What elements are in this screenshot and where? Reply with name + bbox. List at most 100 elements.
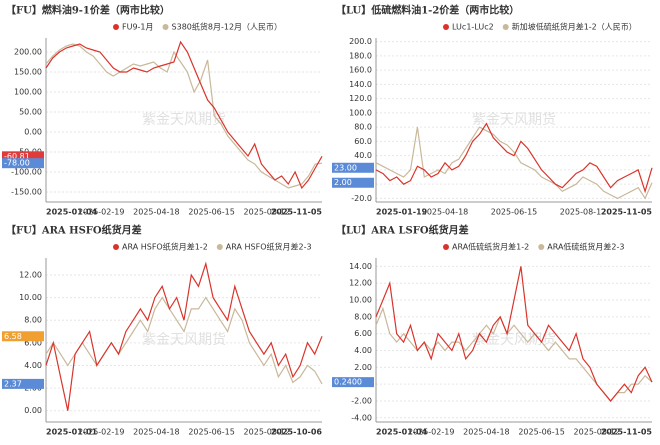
y-tick-label: -4.00 xyxy=(351,413,372,422)
watermark: 紫金天风期货 xyxy=(472,111,556,128)
y-tick-label: 12.00 xyxy=(19,270,42,279)
x-tick-label: 2025-06-15 xyxy=(491,208,538,217)
y-tick-label: 60.0 xyxy=(354,137,372,146)
axis-value-box xyxy=(2,151,44,162)
legend-marker xyxy=(162,24,169,30)
x-tick-label: 2025-06-15 xyxy=(188,428,235,437)
y-tick-label: -150.00 xyxy=(11,188,42,197)
axis-value-label: 2.37 xyxy=(4,379,22,388)
axis-value-label: -60.81 xyxy=(4,152,30,161)
legend-label: ARA HSFO纸货月差2-3 xyxy=(226,242,312,252)
x-tick-label: 2025-04-18 xyxy=(463,428,510,437)
x-tick-label: 2025-01-01 xyxy=(46,428,98,437)
legend-marker xyxy=(113,244,119,250)
y-tick-label: 50.00 xyxy=(19,108,42,117)
legend-label: S380纸货8月-12月（人民币） xyxy=(172,22,283,32)
y-tick-label: 8.00 xyxy=(354,312,372,321)
axis-value-label: 23.00 xyxy=(334,163,357,172)
x-tick-label: 2025-11-05 xyxy=(271,208,323,217)
x-tick-label: 2025-11-05 xyxy=(601,428,653,437)
y-tick-label: 100.00 xyxy=(14,88,42,97)
axis-value-box xyxy=(332,162,374,173)
axis-value-label: -78.00 xyxy=(4,159,30,168)
axis-value-label: 0.2400 xyxy=(334,378,362,387)
series-line xyxy=(45,40,323,190)
y-tick-label: 4.00 xyxy=(24,361,42,370)
legend-label: ARA低硫纸货月差1-2 xyxy=(452,242,529,252)
y-tick-label: 8.00 xyxy=(24,316,42,325)
y-tick-label: 200.00 xyxy=(14,48,42,57)
x-tick-label: 2025-01-04 xyxy=(376,428,428,437)
x-tick-label: 2025-08-12 xyxy=(244,428,291,437)
y-tick-label: 6.00 xyxy=(24,338,42,347)
watermark: 紫金天风期货 xyxy=(142,331,226,348)
chart-title: 【LU】ARA LSFO纸货月差 xyxy=(336,224,469,237)
legend-marker xyxy=(113,24,119,30)
legend-label: ARA HSFO纸货月差1-2 xyxy=(122,242,208,252)
legend-label: FU9-1月 xyxy=(122,23,154,32)
x-tick-label: 2025-02-19 xyxy=(408,428,455,437)
axis-value-box xyxy=(2,158,44,169)
series-line xyxy=(375,306,653,402)
y-tick-label: -20.0 xyxy=(351,194,372,203)
axis-value-label: 6.58 xyxy=(4,332,22,341)
x-tick-label: 2025-01-19 xyxy=(376,208,428,217)
legend-marker xyxy=(502,24,509,30)
x-tick-label: 2025-08-12 xyxy=(244,208,291,217)
y-tick-label: 6.00 xyxy=(354,329,372,338)
series-line xyxy=(45,296,323,385)
legend-label: ARA低硫纸货月差2-3 xyxy=(547,242,624,252)
x-tick-label: 2025-11-05 xyxy=(601,208,653,217)
axis-value-box xyxy=(332,177,374,188)
x-tick-label: 2025-02-19 xyxy=(78,208,125,217)
y-tick-label: 200.0 xyxy=(349,37,372,46)
axis-value-box xyxy=(332,377,374,388)
x-tick-label: 2025-04-18 xyxy=(133,208,180,217)
legend-marker xyxy=(216,244,223,250)
y-tick-label: 14.00 xyxy=(349,262,372,271)
watermark: 紫金天风期货 xyxy=(142,111,226,128)
x-tick-label: 2025-04-18 xyxy=(133,428,180,437)
x-tick-label: 2025-10-06 xyxy=(271,428,323,437)
legend-marker xyxy=(538,244,545,250)
series-line xyxy=(375,126,653,200)
x-tick-label: 2025-06-15 xyxy=(188,208,235,217)
x-tick-label: 2025-02-19 xyxy=(78,428,125,437)
series-line xyxy=(45,261,323,411)
chart-title: 【FU】ARA HSFO纸货月差 xyxy=(6,224,142,237)
y-tick-label: 40.0 xyxy=(354,151,372,160)
axis-value-box xyxy=(2,378,44,389)
series-line xyxy=(375,122,653,194)
y-tick-label: 140.0 xyxy=(349,80,372,89)
y-tick-label: 2.00 xyxy=(354,363,372,372)
y-tick-label: 0.00 xyxy=(24,406,42,415)
y-tick-label: 10.00 xyxy=(19,293,42,302)
chart-title: 【LU】低硫燃料油1-2价差（两市比较） xyxy=(336,4,519,17)
y-tick-label: 150.00 xyxy=(14,68,42,77)
x-tick-label: 2025-04-18 xyxy=(422,208,469,217)
y-tick-label: 4.00 xyxy=(354,346,372,355)
x-tick-label: 2025-08-12 xyxy=(560,208,607,217)
axis-value-box xyxy=(2,331,44,342)
y-tick-label: 80.0 xyxy=(354,123,372,132)
y-tick-label: 180.0 xyxy=(349,51,372,60)
y-tick-label: 10.00 xyxy=(349,296,372,305)
x-tick-label: 2025-08-12 xyxy=(574,428,621,437)
watermark: 紫金天风期货 xyxy=(472,331,556,348)
legend-label: LUc1-LUc2 xyxy=(452,23,494,32)
series-line xyxy=(45,43,323,189)
y-tick-label: -2.00 xyxy=(351,396,372,405)
y-tick-label: 100.0 xyxy=(349,108,372,117)
chart-title: 【FU】燃料油9-1价差（两市比较） xyxy=(6,4,170,17)
legend-marker xyxy=(443,24,449,30)
y-tick-label: 120.0 xyxy=(349,94,372,103)
x-tick-label: 2025-01-04 xyxy=(46,208,98,217)
y-tick-label: 0.00 xyxy=(24,128,42,137)
legend-label: 新加坡低硫纸货月差1-2（人民币） xyxy=(512,22,637,32)
x-tick-label: 2025-06-15 xyxy=(518,428,565,437)
y-tick-label: 160.0 xyxy=(349,66,372,75)
series-line xyxy=(375,266,653,402)
y-tick-label: 12.00 xyxy=(349,279,372,288)
axis-value-label: 2.00 xyxy=(334,178,352,187)
